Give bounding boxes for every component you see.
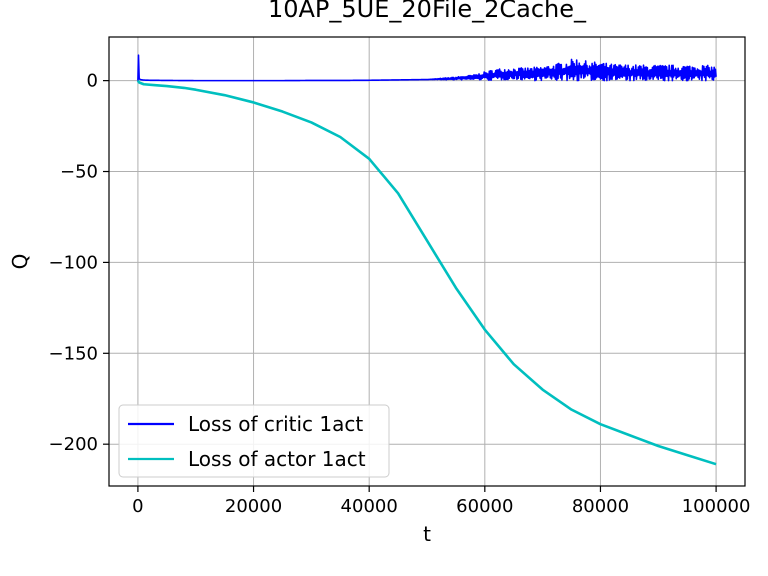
plot-area-frame [108,36,746,487]
x-tick-label: 60000 [456,496,513,517]
x-tick-label: 80000 [572,496,629,517]
chart-legend: Loss of critic 1act Loss of actor 1act [118,404,390,478]
x-tick-label: 20000 [225,496,282,517]
y-tick-label: −50 [60,162,98,183]
x-tick-label: 100000 [682,496,751,517]
legend-label-actor: Loss of actor 1act [188,447,366,471]
y-tick-label: −150 [49,343,98,364]
x-axis-label: t [423,522,431,546]
x-tick-label: 40000 [341,496,398,517]
series-line-critic [137,54,717,82]
y-tick-label: 0 [87,71,98,92]
x-axis-ticks: 0 20000 40000 60000 80000 100000 [132,486,750,517]
plot-series [136,54,717,466]
chart-title: 10AP_5UE_20File_2Cache_ [268,0,587,23]
y-tick-label: −200 [49,434,98,455]
y-axis-ticks: 0 −50 −100 −150 −200 [49,71,109,455]
series-line-actor [136,79,717,466]
y-axis-label: Q [8,254,32,270]
x-tick-label: 0 [132,496,143,517]
legend-box [118,404,390,478]
legend-label-critic: Loss of critic 1act [188,412,363,436]
y-tick-label: −100 [49,252,98,273]
